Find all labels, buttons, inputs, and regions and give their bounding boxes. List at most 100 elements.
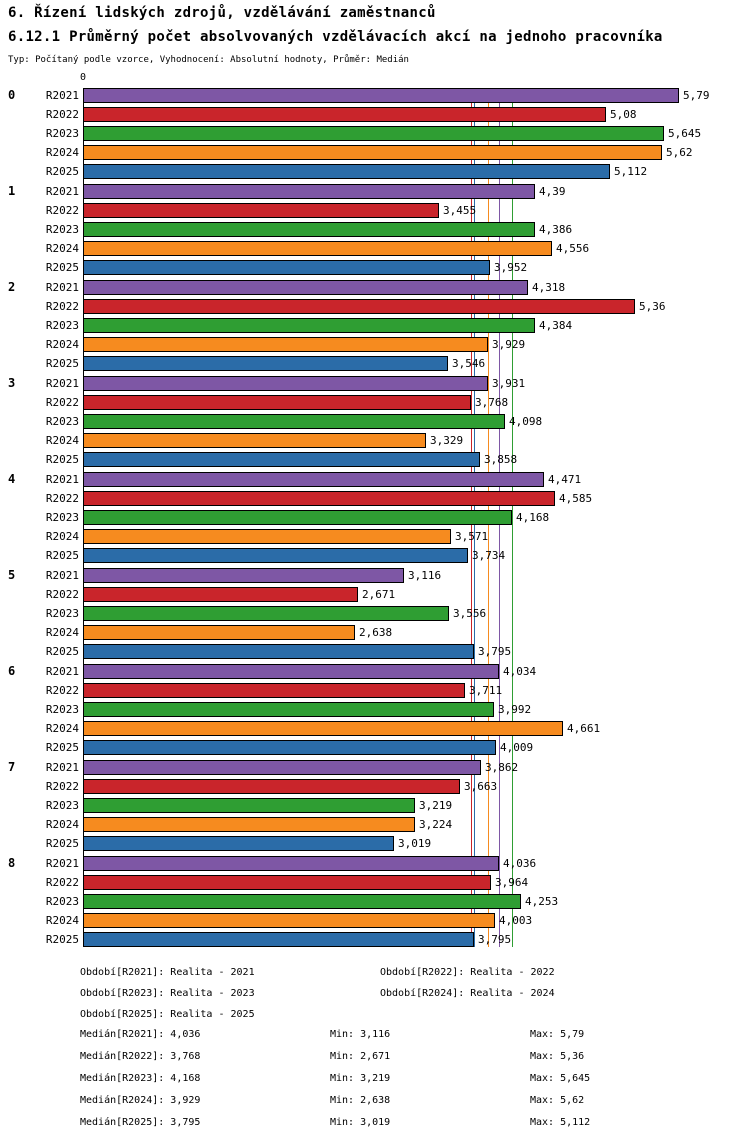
value-label: 4,471 (548, 473, 582, 486)
stat-max: Max: 5,645 (530, 1073, 591, 1084)
stats-table: Medián[R2021]: 4,036 Min: 3,116 Max: 5,79 M… (80, 1028, 720, 1129)
group-label: 2 (8, 280, 16, 294)
series-label: R2021 (45, 185, 79, 198)
legend-item: Období[R2023]: Realita - 2023 (80, 988, 255, 999)
bar-r2025 (83, 836, 394, 851)
bar-r2021 (83, 88, 679, 103)
bar-group-6: 6 R2021 4,034 R2022 3,711 R2023 3,992 R2024 4,66… (0, 664, 750, 755)
group-label: 5 (8, 568, 16, 582)
value-axis-line (83, 88, 84, 947)
bar-r2024 (83, 817, 415, 832)
series-label: R2021 (45, 569, 79, 582)
bar-row: R2024 4,003 (0, 913, 750, 928)
value-label: 5,112 (614, 165, 648, 178)
bar-r2024 (83, 529, 451, 544)
bar-row: R2024 5,62 (0, 145, 750, 160)
group-label: 3 (8, 376, 16, 390)
value-label: 3,116 (408, 569, 442, 582)
bar-r2022 (83, 395, 471, 410)
bar-row: R2022 5,36 (0, 299, 750, 314)
value-label: 4,585 (559, 492, 593, 505)
series-label: R2023 (45, 895, 79, 908)
series-label: R2022 (45, 780, 79, 793)
stat-min: Min: 3,219 (330, 1073, 391, 1084)
bar-row: R2023 4,253 (0, 894, 750, 909)
bar-r2023 (83, 606, 449, 621)
series-label: R2023 (45, 319, 79, 332)
bar-r2023 (83, 894, 521, 909)
bar-r2023 (83, 222, 535, 237)
legend: Období[R2021]: Realita - 2021 Období[R202… (80, 966, 720, 1021)
series-label: R2023 (45, 127, 79, 140)
bar-r2025 (83, 260, 490, 275)
median-line-r2023 (512, 88, 513, 947)
group-label: 4 (8, 472, 16, 486)
series-label: R2023 (45, 415, 79, 428)
series-label: R2024 (45, 530, 79, 543)
chart-subtitle: 6.12.1 Průměrný počet absolvovaných vzdě… (8, 29, 663, 45)
value-label: 5,36 (639, 300, 666, 313)
stat-max: Max: 5,62 (530, 1095, 585, 1106)
stat-median: Medián[R2021]: 4,036 (80, 1029, 201, 1040)
value-label: 3,224 (419, 818, 453, 831)
bar-row: R2023 4,386 (0, 222, 750, 237)
bar-r2022 (83, 299, 635, 314)
bar-row: R2023 3,219 (0, 798, 750, 813)
value-label: 3,734 (472, 549, 506, 562)
value-label: 3,663 (464, 780, 498, 793)
value-label: 3,929 (492, 338, 526, 351)
value-label: 3,329 (430, 434, 464, 447)
bar-row: R2025 5,112 (0, 164, 750, 179)
value-label: 2,671 (362, 588, 396, 601)
bar-row: R2022 3,455 (0, 203, 750, 218)
stat-median: Medián[R2025]: 3,795 (80, 1117, 201, 1128)
bar-row: R2025 3,734 (0, 548, 750, 563)
value-label: 4,036 (503, 857, 537, 870)
bar-r2024 (83, 433, 426, 448)
value-label: 4,384 (539, 319, 573, 332)
bar-group-7: 7 R2021 3,862 R2022 3,663 R2023 3,219 R2024 3,22… (0, 760, 750, 851)
bar-row: R2021 4,036 (0, 856, 750, 871)
series-label: R2023 (45, 223, 79, 236)
bar-row: R2023 4,168 (0, 510, 750, 525)
value-label: 3,992 (498, 703, 532, 716)
bar-r2021 (83, 664, 499, 679)
bar-row: R2024 3,929 (0, 337, 750, 352)
value-label: 4,39 (539, 185, 566, 198)
series-label: R2023 (45, 703, 79, 716)
series-label: R2022 (45, 876, 79, 889)
bar-r2024 (83, 145, 662, 160)
value-label: 3,862 (485, 761, 519, 774)
bar-row: R2025 3,546 (0, 356, 750, 371)
series-label: R2025 (45, 453, 79, 466)
value-label: 3,219 (419, 799, 453, 812)
value-label: 3,795 (478, 933, 512, 946)
bar-row: R2025 3,795 (0, 932, 750, 947)
series-label: R2024 (45, 338, 79, 351)
value-label: 3,795 (478, 645, 512, 658)
bar-row: R2024 3,329 (0, 433, 750, 448)
page-title: 6. Řízení lidských zdrojů, vzdělávání za… (8, 5, 436, 21)
bar-group-0: 0 R2021 5,79 R2022 5,08 R2023 5,645 R2024 5,62 R2… (0, 88, 750, 179)
legend-item: Období[R2025]: Realita - 2025 (80, 1009, 255, 1020)
bar-row: R2022 3,964 (0, 875, 750, 890)
series-label: R2021 (45, 281, 79, 294)
value-label: 3,455 (443, 204, 477, 217)
group-label: 8 (8, 856, 16, 870)
value-label: 5,645 (668, 127, 702, 140)
bar-group-3: 3 R2021 3,931 R2022 3,768 R2023 4,098 R2024 3,32… (0, 376, 750, 467)
bar-row: R2022 3,768 (0, 395, 750, 410)
series-label: R2023 (45, 607, 79, 620)
chart-meta: Typ: Počítaný podle vzorce, Vyhodnocení:… (8, 55, 409, 65)
bar-group-1: 1 R2021 4,39 R2022 3,455 R2023 4,386 R2024 4,556… (0, 184, 750, 275)
stat-min: Min: 2,638 (330, 1095, 391, 1106)
bar-group-5: 5 R2021 3,116 R2022 2,671 R2023 3,556 R2024 2,63… (0, 568, 750, 659)
bar-row: R2021 3,116 (0, 568, 750, 583)
bar-r2025 (83, 356, 448, 371)
series-label: R2022 (45, 684, 79, 697)
bar-r2025 (83, 452, 480, 467)
value-label: 5,79 (683, 89, 710, 102)
stat-median: Medián[R2022]: 3,768 (80, 1051, 201, 1062)
series-label: R2022 (45, 108, 79, 121)
